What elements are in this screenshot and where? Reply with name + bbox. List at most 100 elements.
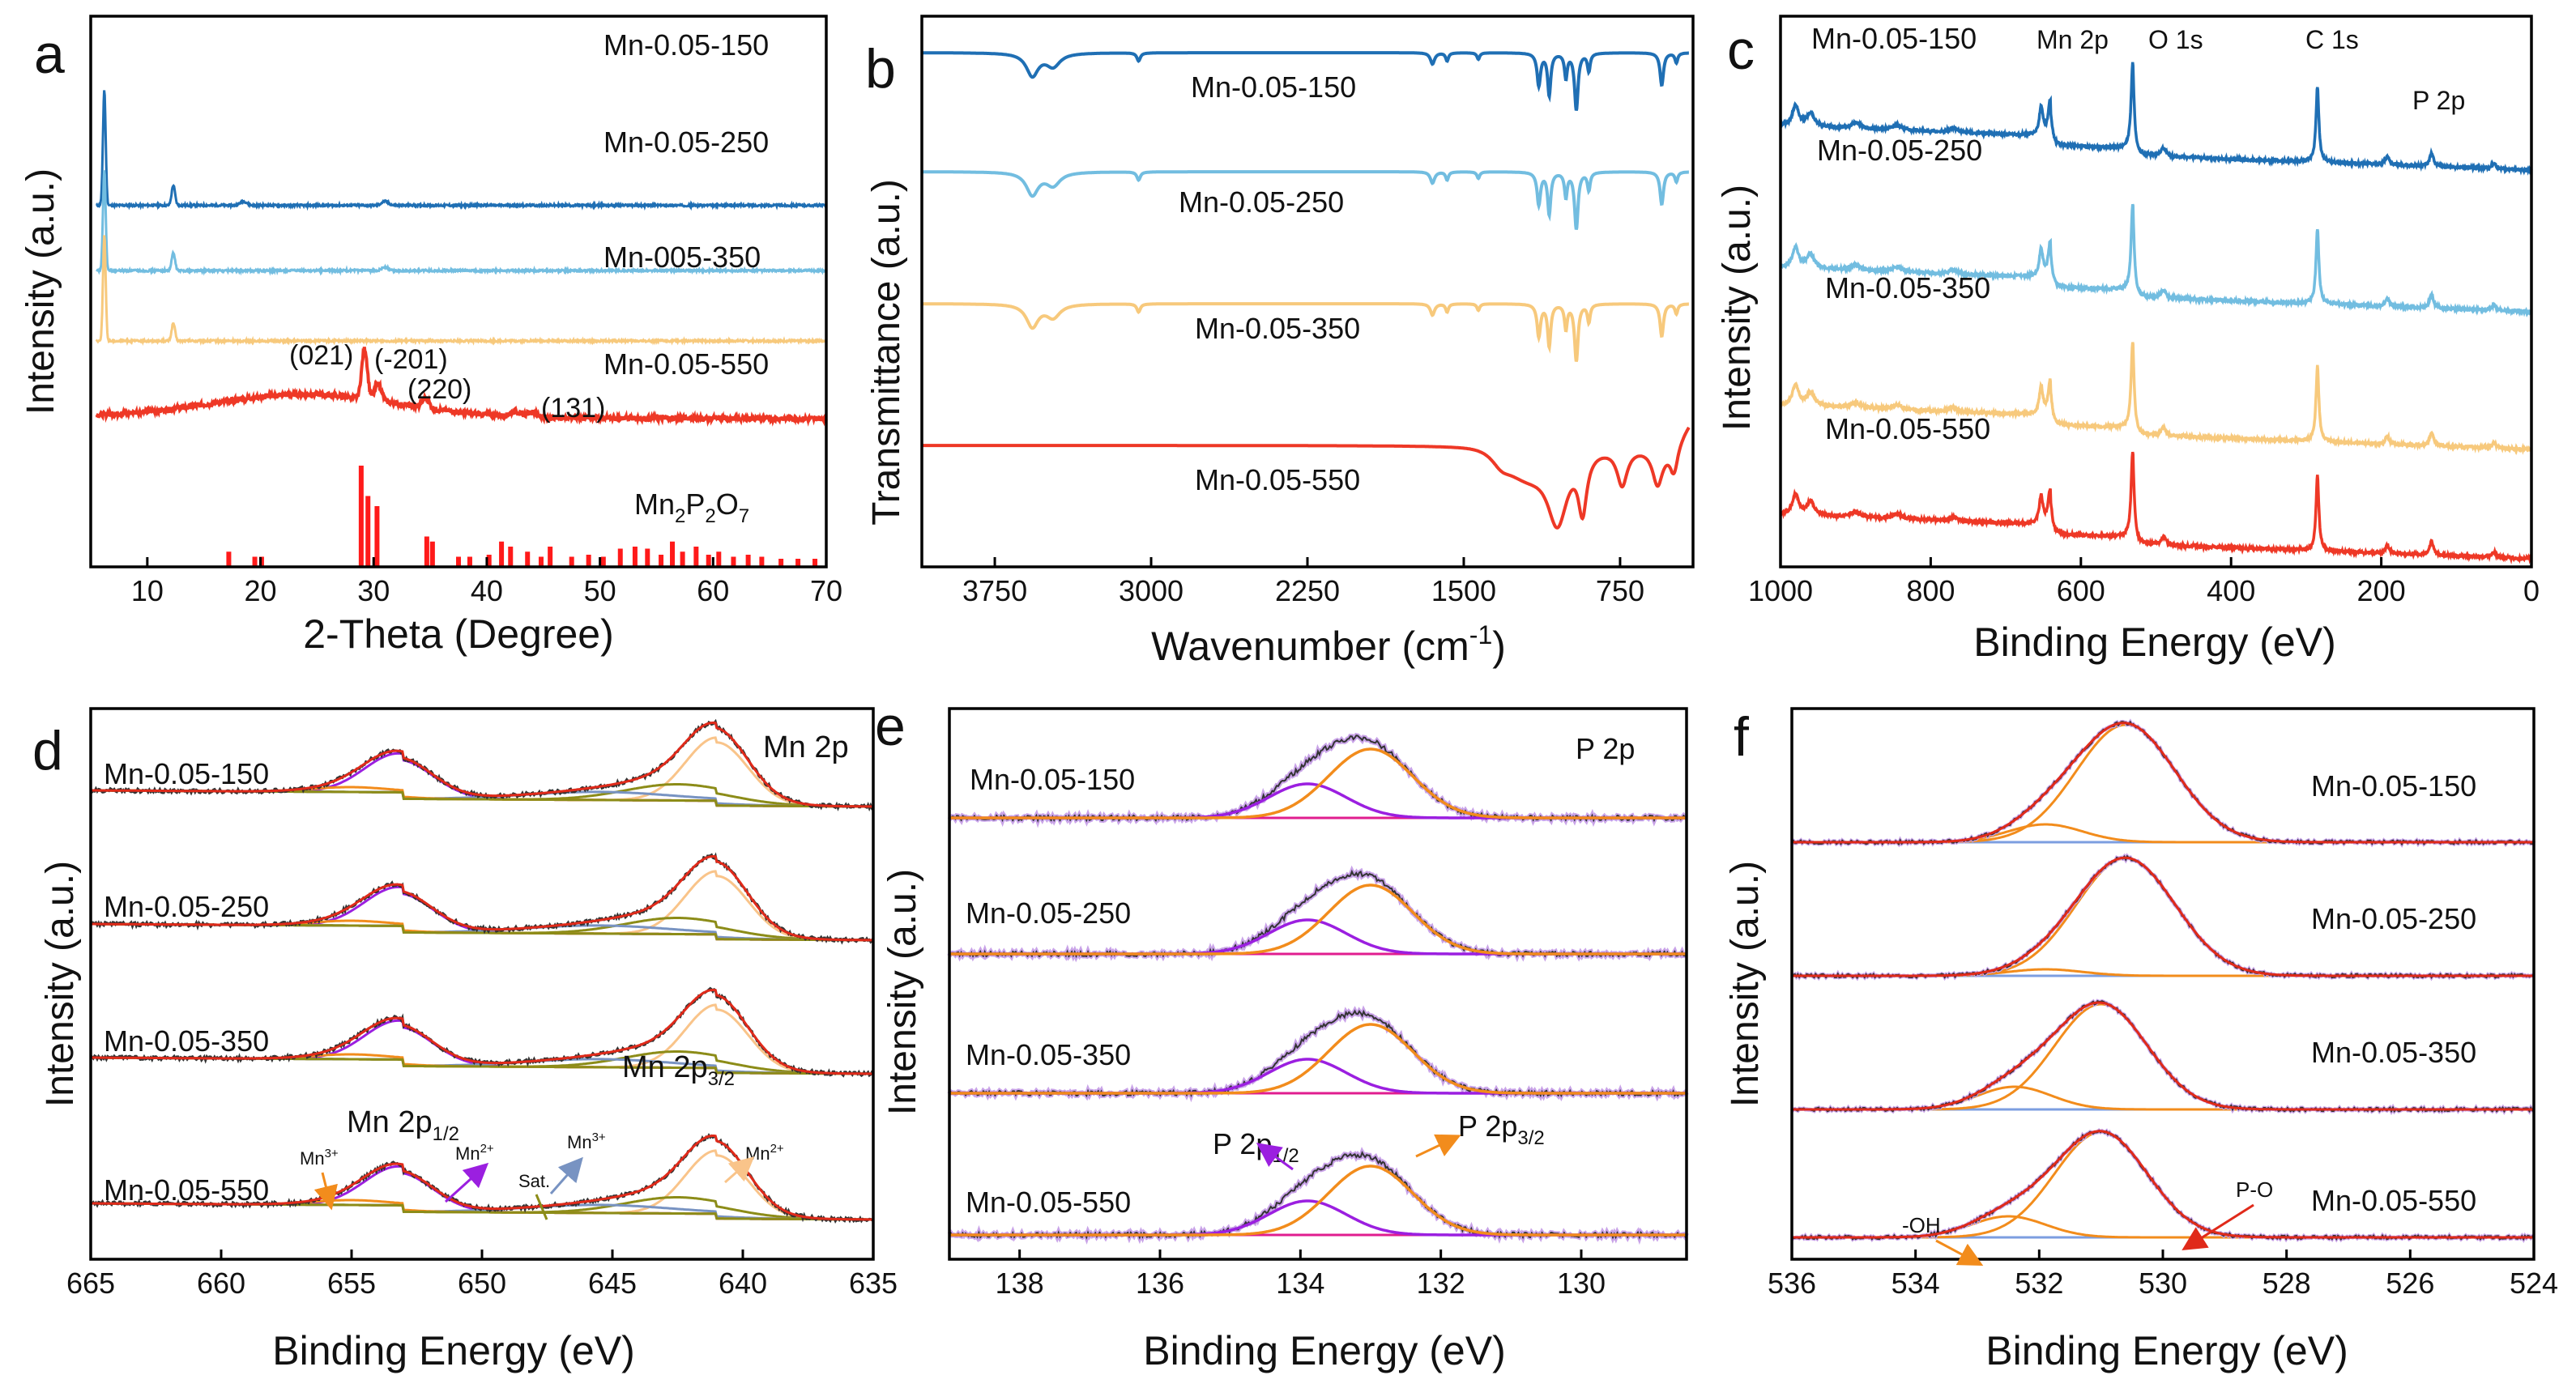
annot-mn2p12: Mn 2p1/2	[347, 1105, 459, 1145]
arrow-mn2-right	[724, 1156, 755, 1184]
panel-e-label-1: Mn-0.05-150	[970, 763, 1135, 796]
ftir-curve-Mn-0.05-550	[922, 426, 1691, 530]
panel-b-label-4: Mn-0.05-550	[1195, 463, 1360, 496]
arrow-po	[2181, 1203, 2254, 1251]
xps-survey-Mn-0.05-350	[1779, 342, 2533, 456]
panel-d-label-4: Mn-0.05-550	[104, 1173, 269, 1207]
panel-a-xtick-label: 10	[131, 574, 164, 607]
panel-f-xtick-label: 534	[1891, 1267, 1940, 1300]
panel-f-label-2: Mn-0.05-250	[2311, 902, 2476, 935]
panel-letter-f: f	[1734, 706, 1749, 768]
xps-survey-Mn-0.05-550	[1779, 451, 2533, 565]
panel-f-xtick-label: 530	[2139, 1267, 2187, 1300]
panel-c-label-2: Mn-0.05-250	[1817, 134, 1982, 167]
panel-e: e 138 136 134 132 130 Intensity (a.u.) Bindi…	[875, 696, 1689, 1373]
mn2p-fit	[91, 989, 873, 1075]
o1s-fit	[1792, 856, 2534, 977]
ftir-curve-Mn-0.05-350	[922, 302, 1689, 362]
arrow-sat	[535, 1194, 548, 1220]
p2p-threehalf	[949, 1023, 1687, 1095]
panel-b-plot	[922, 51, 1691, 530]
p2p-threehalf	[949, 1164, 1687, 1237]
annot-mn2p32: Mn 2p3/2	[622, 1050, 735, 1090]
panel-d-xtick-label: 645	[588, 1267, 637, 1300]
panel-e-xtick-label: 132	[1417, 1267, 1465, 1300]
panel-b-xlabel: Wavenumber (cm-1)	[1151, 620, 1506, 669]
o1s-fit	[1792, 722, 2534, 844]
panel-e-label-2: Mn-0.05-250	[966, 896, 1131, 930]
panel-c-ticks: 1000 800 600 400 200 0	[1748, 557, 2540, 607]
panel-a-ticks: 10 20 30 40 50 60 70	[131, 557, 842, 607]
panel-f-xtick-label: 532	[2015, 1267, 2063, 1300]
panel-b-ylabel: Transmittance (a.u.)	[865, 179, 908, 526]
panel-b-xtick-label: 750	[1596, 574, 1644, 607]
panel-b-xtick-label: 1500	[1431, 574, 1496, 607]
panel-b: b 3750 3000 2250 1500 750 Transmittance (a.u…	[865, 15, 1695, 669]
peak-label-021: (021)	[289, 340, 353, 371]
annot-po: P-O	[2236, 1177, 2273, 1202]
xrd-curve-Mn-0.05-550	[95, 347, 828, 428]
panel-a-label-1: Mn-0.05-150	[603, 28, 769, 62]
annot-mn2-left: Mn2+	[455, 1142, 494, 1164]
panel-f-xtick-label: 536	[1768, 1267, 1816, 1300]
o1s-oh-component	[1792, 1085, 2534, 1111]
panel-e-xtick-label: 136	[1136, 1267, 1184, 1300]
panel-a-ylabel: Intensity (a.u.)	[19, 168, 62, 415]
arrow-mn3-left	[313, 1172, 338, 1211]
panel-b-label-1: Mn-0.05-150	[1191, 70, 1356, 104]
o1s-fit	[1792, 1130, 2534, 1239]
panel-b-label-2: Mn-0.05-250	[1179, 185, 1344, 219]
peak-label-o1s: O 1s	[2148, 25, 2203, 54]
arrow-mn3-right	[549, 1156, 583, 1194]
panel-a-xtick-label: 30	[357, 574, 390, 607]
peak-label-p2p: P 2p	[2412, 86, 2465, 115]
panel-e-plot	[947, 732, 1689, 1245]
panel-d-ylabel: Intensity (a.u.)	[39, 861, 82, 1107]
xrd-curve-Mn-0.05-250	[96, 170, 827, 276]
xrd-curve-Mn-005-350	[95, 235, 827, 347]
panel-e-xlabel: Binding Energy (eV)	[1143, 1328, 1505, 1373]
panel-f-ylabel: Intensity (a.u.)	[1724, 861, 1767, 1107]
panel-b-xtick-label: 3000	[1119, 574, 1184, 607]
arrow-oh	[1935, 1239, 1984, 1267]
panel-a: a 10 20 30 40 50 60 70 Intensity (a.u.) 2-Thet…	[19, 15, 842, 657]
annot-p2p12: P 2p1/2	[1213, 1127, 1299, 1167]
panel-a-label-2: Mn-0.05-250	[603, 126, 769, 159]
peak-label-c1s: C 1s	[2305, 25, 2359, 54]
panel-d-label-2: Mn-0.05-250	[104, 890, 269, 923]
peak-label-220: (220)	[407, 374, 471, 405]
panel-e-xtick-label: 130	[1557, 1267, 1606, 1300]
panel-a-xtick-label: 50	[584, 574, 616, 607]
annot-mn2-right: Mn2+	[745, 1142, 784, 1164]
panel-c-label-1: Mn-0.05-150	[1811, 22, 1977, 55]
panel-d-xtick-label: 660	[197, 1267, 245, 1300]
panel-b-xtick-label: 2250	[1275, 574, 1340, 607]
panel-a-xtick-label: 20	[245, 574, 277, 607]
panel-f-xtick-label: 528	[2263, 1267, 2311, 1300]
panel-d-ticks: 665 660 655 650 645 640 635	[66, 1250, 898, 1300]
panel-c-xtick-label: 1000	[1748, 574, 1813, 607]
panel-e-label-3: Mn-0.05-350	[966, 1038, 1131, 1071]
panel-d-label-3: Mn-0.05-350	[104, 1024, 269, 1058]
xps-survey-Mn-0.05-150	[1780, 62, 2533, 176]
panel-a-xtick-label: 60	[697, 574, 729, 607]
panel-letter-a: a	[34, 23, 65, 85]
panel-c: c 1000 800 600 400 200 0 Intensity (a.u.) Bin…	[1716, 15, 2540, 665]
panel-letter-b: b	[865, 38, 896, 100]
panel-c-xtick-label: 400	[2207, 574, 2255, 607]
panel-d: d 665 660 655 650 645 640 635 Intensity (a.u.)…	[32, 707, 898, 1373]
panel-c-xtick-label: 0	[2523, 574, 2540, 607]
arrow-p2p32	[1415, 1134, 1461, 1158]
panel-d-xlabel: Binding Energy (eV)	[272, 1328, 634, 1373]
panel-letter-d: d	[32, 720, 63, 781]
panel-letter-e: e	[875, 696, 906, 757]
panel-a-plot	[95, 90, 828, 567]
panel-a-label-4: Mn-0.05-550	[603, 347, 769, 381]
panel-c-label-3: Mn-0.05-350	[1825, 271, 1990, 304]
annot-sat: Sat.	[518, 1171, 550, 1191]
panel-f-ticks: 536 534 532 530 528 526 524	[1768, 1250, 2558, 1300]
panel-f-xlabel: Binding Energy (eV)	[1985, 1328, 2348, 1373]
panel-d-xtick-label: 665	[66, 1267, 115, 1300]
panel-b-ticks: 3750 3000 2250 1500 750	[962, 557, 1644, 607]
panel-a-xtick-label: 70	[810, 574, 842, 607]
